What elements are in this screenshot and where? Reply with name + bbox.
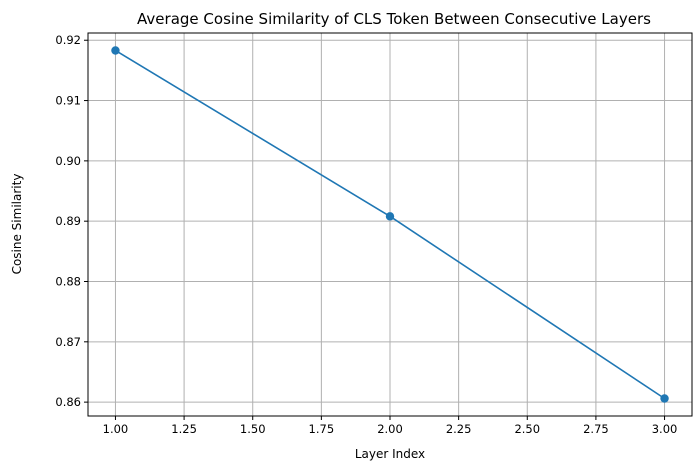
x-tick-label: 2.50 — [514, 422, 540, 436]
chart-title: Average Cosine Similarity of CLS Token B… — [137, 10, 651, 28]
series-layer — [111, 46, 669, 403]
data-point — [385, 212, 395, 221]
y-tick-label: 0.91 — [55, 94, 81, 108]
y-tick-label: 0.88 — [55, 274, 81, 288]
y-tick-label: 0.92 — [55, 33, 81, 47]
y-axis-label: Cosine Similarity — [10, 174, 24, 275]
plot-frame — [87, 32, 693, 417]
x-tick-label: 2.00 — [377, 422, 403, 436]
x-tick-label: 3.00 — [652, 422, 678, 436]
axis-ticks — [84, 39, 666, 420]
x-tick-label: 2.75 — [583, 422, 609, 436]
data-point — [111, 46, 120, 55]
x-tick-label: 1.25 — [171, 422, 197, 436]
y-tick-label: 0.90 — [55, 154, 81, 168]
x-tick-label: 1.00 — [103, 422, 129, 436]
x-tick-label: 1.50 — [240, 422, 266, 436]
x-tick-label: 1.75 — [309, 422, 335, 436]
x-axis-label: Layer Index — [355, 447, 425, 461]
data-point — [660, 394, 669, 403]
x-tick-label: 2.25 — [446, 422, 472, 436]
y-tick-label: 0.89 — [55, 214, 81, 228]
y-tick-label: 0.87 — [55, 335, 81, 349]
y-tick-label: 0.86 — [55, 395, 81, 409]
grid-lines — [88, 33, 692, 416]
